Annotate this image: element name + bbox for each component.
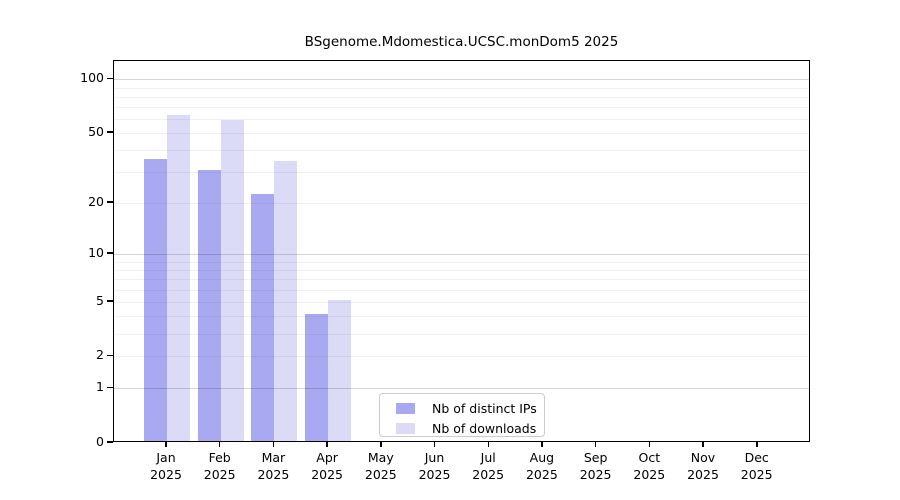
y-tick-label-2: 2 [96,347,104,363]
gridline-30 [114,172,809,174]
gridline-40 [114,150,809,152]
x-tick-jul [487,442,489,447]
legend-label-downloads: Nb of downloads [432,420,537,436]
bar-jan-downloads [167,114,190,441]
gridline-90 [114,87,809,89]
x-tick-apr [326,442,328,447]
x-tick-label-may: May 2025 [364,450,397,482]
x-tick-label-nov: Nov 2025 [687,450,719,482]
x-tick-label-oct: Oct 2025 [633,450,666,482]
gridline-7 [114,279,809,281]
y-tick-10 [107,252,113,254]
y-tick-2 [107,354,113,357]
bar-apr-downloads [328,299,352,441]
x-tick-label-sep: Sep 2025 [579,450,612,482]
x-tick-label-jan: Jan 2025 [150,450,182,482]
y-tick-label-50: 50 [88,124,104,140]
y-tick-1 [107,386,113,389]
x-tick-label-dec: Dec 2025 [740,450,773,482]
legend-entry-downloads: Nb of downloads [396,420,544,436]
bar-mar-downloads [274,160,298,441]
gridline-2 [114,356,809,358]
gridline-4 [114,316,809,318]
gridline-80 [114,96,809,98]
y-tick-0 [107,441,113,443]
x-tick-mar [272,442,275,447]
legend-entry-distinct-ips: Nb of distinct IPs [396,400,544,416]
x-tick-aug [541,442,543,447]
bar-mar-distinct-ips [251,193,275,441]
bar-feb-distinct-ips [197,170,221,441]
legend-label-distinct-ips: Nb of distinct IPs [432,400,537,416]
y-tick-label-100: 100 [80,70,104,86]
y-tick-50 [107,131,113,133]
x-tick-sep [594,442,597,447]
x-tick-feb [218,442,221,447]
bar-jan-distinct-ips [144,158,167,441]
gridline-5 [114,301,809,303]
y-tick-label-5: 5 [96,292,104,308]
bar-apr-distinct-ips [305,314,329,441]
y-tick-5 [107,300,113,302]
legend-swatch-distinct-ips [396,402,415,414]
plot-area: Nb of distinct IPs Nb of downloads [113,60,810,442]
chart-title: BSgenome.Mdomestica.UCSC.monDom5 2025 [304,34,619,50]
gridline-8 [114,269,809,271]
x-tick-label-aug: Aug 2025 [525,450,558,482]
x-tick-oct [648,442,650,447]
y-tick-label-20: 20 [88,194,104,210]
legend-swatch-downloads [396,422,415,434]
x-tick-label-feb: Feb 2025 [203,450,236,482]
gridline-6 [114,289,809,291]
gridline-20 [114,203,809,205]
gridline-3 [114,333,809,335]
y-tick-20 [107,201,113,203]
x-tick-label-mar: Mar 2025 [257,450,290,482]
gridline-9 [114,261,809,263]
x-tick-label-jun: Jun 2025 [418,450,451,482]
x-tick-label-apr: Apr 2025 [311,450,343,482]
x-tick-jun [433,442,436,447]
bar-feb-downloads [220,119,244,441]
gridline-60 [114,119,809,121]
x-tick-label-jul: Jul 2025 [472,450,505,482]
x-tick-jan [165,442,167,447]
x-tick-dec [756,442,758,447]
y-tick-label-10: 10 [88,245,104,260]
gridline-50 [114,133,809,135]
legend-box: Nb of distinct IPs Nb of downloads [379,393,545,437]
x-tick-nov [702,442,704,447]
y-tick-label-1: 1 [96,379,104,395]
gridline-70 [114,107,809,109]
gridline-10 [114,254,809,255]
x-tick-may [380,442,382,447]
gridline-1 [114,388,809,390]
y-tick-100 [107,77,113,80]
y-tick-label-0: 0 [96,434,104,449]
gridline-100 [114,79,809,81]
